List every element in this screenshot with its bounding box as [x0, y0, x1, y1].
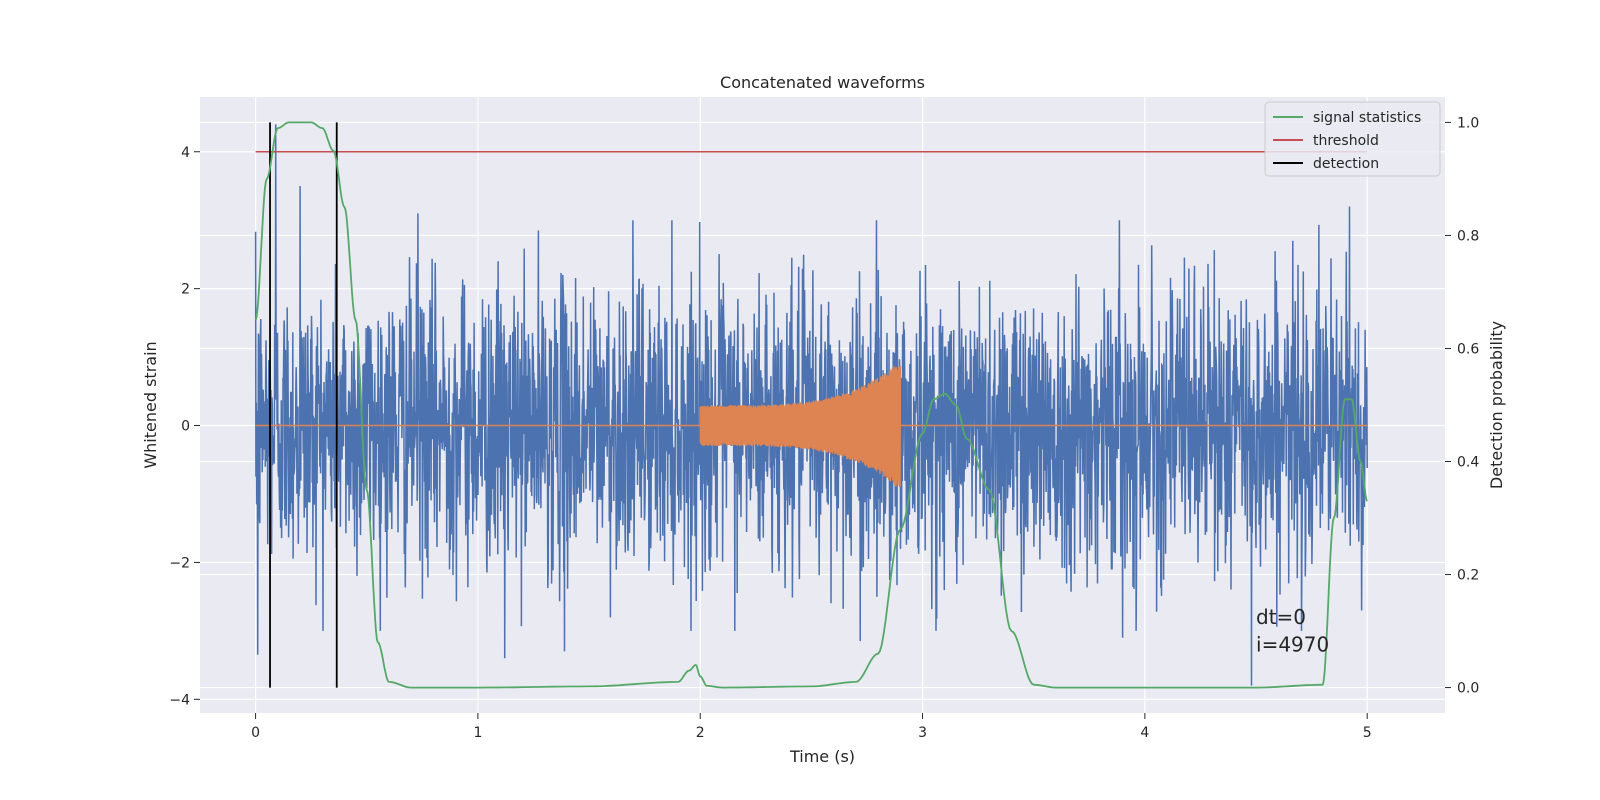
y-tick-label: 0 — [181, 419, 190, 435]
detection-series — [269, 122, 338, 688]
x-tick-label: 4 — [1140, 725, 1149, 741]
annotation-text: dt=0 — [1256, 605, 1306, 629]
y-tick-label: −4 — [169, 692, 190, 708]
y-tick-label: −2 — [169, 555, 190, 571]
y-axis-right-label: Detection probability — [1487, 321, 1506, 489]
template-series-line — [255, 365, 1368, 488]
legend-label: threshold — [1313, 133, 1379, 149]
legend: signal statistics threshold detection — [1264, 101, 1441, 177]
legend-box — [1264, 101, 1441, 177]
annotation-text: i=4970 — [1256, 632, 1329, 656]
y-tick-label: 2 — [181, 282, 190, 298]
x-tick-label: 1 — [473, 725, 482, 741]
legend-label: detection — [1313, 156, 1379, 172]
x-axis-label: Time (s) — [789, 747, 855, 766]
legend-label: signal statistics — [1313, 110, 1421, 126]
x-tick-label: 2 — [696, 725, 705, 741]
y-right-tick-label: 0.4 — [1457, 455, 1479, 471]
y-axis-label: Whitened strain — [141, 341, 160, 468]
x-tick-label: 0 — [251, 725, 260, 741]
axes: 0 1 2 3 4 5 −4 −2 0 2 4 0.0 0.2 0.4 0.6 0.8 1.0 — [169, 115, 1479, 741]
y-tick-label: 4 — [181, 145, 190, 161]
y-right-tick-label: 0.6 — [1457, 341, 1479, 357]
noise-series-line — [254, 124, 1368, 686]
signal-statistics-series-line — [254, 121, 1368, 689]
y-right-tick-label: 0.0 — [1457, 681, 1479, 697]
traces — [254, 121, 1368, 689]
y-right-tick-label: 1.0 — [1457, 115, 1479, 131]
x-tick-label: 5 — [1363, 725, 1372, 741]
y-right-tick-label: 0.8 — [1457, 228, 1479, 244]
x-tick-label: 3 — [918, 725, 927, 741]
y-right-tick-label: 0.2 — [1457, 568, 1479, 584]
chart-title: Concatenated waveforms — [720, 73, 925, 92]
annotations: dt=0 i=4970 — [1256, 605, 1329, 656]
